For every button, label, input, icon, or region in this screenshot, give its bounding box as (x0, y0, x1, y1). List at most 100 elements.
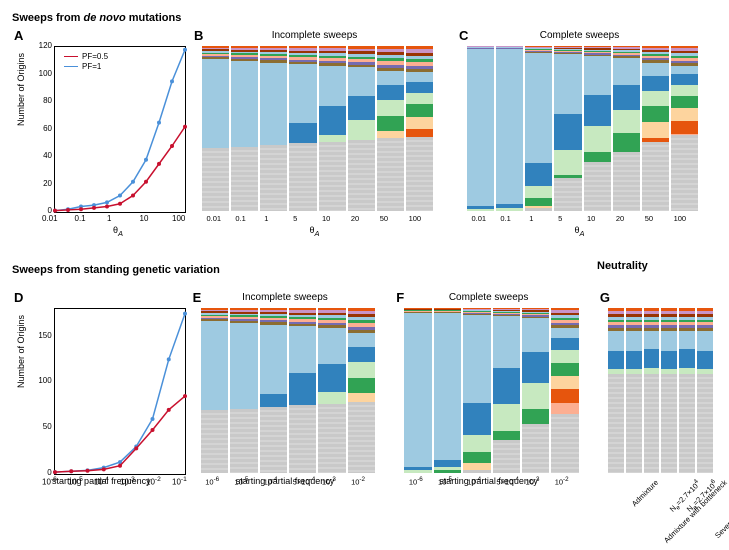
legend-item: PF=0.5 (64, 52, 108, 61)
xtick: 50 (380, 214, 388, 223)
bar-column (525, 46, 552, 211)
bar-column (202, 46, 229, 211)
panel-G: G AdmixtureAdmixture with bottleneckNe=2… (598, 288, 717, 518)
bar-column (348, 308, 375, 473)
xtick: 0.1 (500, 214, 510, 223)
bar-column (377, 46, 404, 211)
bars-F (404, 308, 579, 473)
xtick: 10-5 (438, 476, 452, 487)
bar-column (626, 308, 642, 473)
xtick: 5×10-4 (496, 476, 518, 487)
xtick: 10-5 (234, 476, 248, 487)
bar-column (551, 308, 578, 473)
legend-item: PF=1 (64, 62, 108, 71)
panel-D: D Number of Origins starting partial fre… (12, 288, 191, 518)
ytick: 40 (43, 151, 52, 160)
bars-E (201, 308, 376, 473)
bar-column (522, 308, 549, 473)
bar-column (679, 308, 695, 473)
xtick: 0.1 (235, 214, 245, 223)
xtick: 10-6 (409, 476, 423, 487)
bar-column (406, 46, 433, 211)
bar-column (584, 46, 611, 211)
section-title-neutrality: Neutrality (597, 260, 648, 272)
ytick: 60 (43, 124, 52, 133)
ylabel-A: Number of Origins (16, 53, 26, 126)
panel-title-F: Complete sweeps (449, 292, 528, 303)
ytick: 150 (38, 331, 51, 340)
xtick: 50 (645, 214, 653, 223)
xtick: 10-1 (172, 476, 187, 487)
panel-C: C Complete sweeps θA 0.010.115102050100 (457, 26, 702, 256)
xlabel-E: starting partial frequency (236, 476, 335, 486)
bar-column (348, 46, 375, 211)
panel-B: B Incomplete sweeps θA 0.010.11510205010… (192, 26, 437, 256)
bar-column (318, 308, 345, 473)
panel-E: E Incomplete sweeps starting partial fre… (191, 288, 380, 518)
xtick: 10-5 (68, 476, 83, 487)
xtick: 10-3 (322, 476, 336, 487)
xtick: 1 (107, 214, 111, 223)
bar-column (463, 308, 490, 473)
bar-column (289, 46, 316, 211)
bars-B (202, 46, 433, 211)
bar-column (404, 308, 431, 473)
xtick: Admixture (630, 478, 660, 508)
xtick: 5 (558, 214, 562, 223)
xtick: 10-4 (467, 476, 481, 487)
bars-C (467, 46, 698, 211)
bar-column (697, 308, 713, 473)
ytick: 100 (39, 69, 52, 78)
xtick: 10-6 (42, 476, 57, 487)
section-title-bottom: Sweeps from standing genetic variation (12, 264, 220, 276)
ytick: 50 (43, 422, 52, 431)
xtick: 1 (264, 214, 268, 223)
xlabel-C: θA (574, 225, 584, 238)
xtick: 10-4 (94, 476, 109, 487)
xtick: 10-2 (555, 476, 569, 487)
xlabel-F: starting partial frequency (439, 476, 538, 486)
bar-column (554, 46, 581, 211)
xtick: 0.01 (42, 214, 58, 223)
panel-F: F Complete sweeps starting partial frequ… (394, 288, 583, 518)
xlabel-B: θA (309, 225, 319, 238)
bar-column (260, 308, 287, 473)
row-bottom: D Number of Origins starting partial fre… (12, 288, 717, 538)
line-chart-D (55, 309, 185, 474)
xtick: 0.01 (206, 214, 221, 223)
bar-column (493, 308, 520, 473)
bar-column (434, 308, 461, 473)
row-top: A Number of Origins PF=0.5PF=1 θA 020406… (12, 26, 717, 256)
xlabel-A: θA (113, 225, 123, 238)
xtick: 10-4 (264, 476, 278, 487)
xtick: 10 (587, 214, 595, 223)
bar-column (289, 308, 316, 473)
xtick: 0.01 (471, 214, 486, 223)
xtick: 10-2 (351, 476, 365, 487)
xtick: 0.1 (75, 214, 86, 223)
bar-column (201, 308, 228, 473)
panel-A: A Number of Origins PF=0.5PF=1 θA 020406… (12, 26, 192, 256)
xtick: 1 (529, 214, 533, 223)
ytick: 20 (43, 179, 52, 188)
ytick: 120 (39, 41, 52, 50)
xtick: 5 (293, 214, 297, 223)
bar-column (608, 308, 624, 473)
bar-column (613, 46, 640, 211)
plot-area-D (54, 308, 186, 475)
bar-column (230, 308, 257, 473)
bars-G (608, 308, 713, 473)
panel-label-F: F (396, 290, 404, 305)
panel-label-C: C (459, 28, 468, 43)
xtick: 100 (674, 214, 687, 223)
xtick: 10-3 (526, 476, 540, 487)
ytick: 100 (38, 376, 51, 385)
xtick: 10-3 (120, 476, 135, 487)
xtick: 20 (351, 214, 359, 223)
figure: Sweeps from de novo mutations A Number o… (12, 12, 717, 538)
panel-label-D: D (14, 290, 23, 305)
xtick: 20 (616, 214, 624, 223)
bar-column (642, 46, 669, 211)
bar-column (496, 46, 523, 211)
panel-title-B: Incomplete sweeps (272, 30, 358, 41)
